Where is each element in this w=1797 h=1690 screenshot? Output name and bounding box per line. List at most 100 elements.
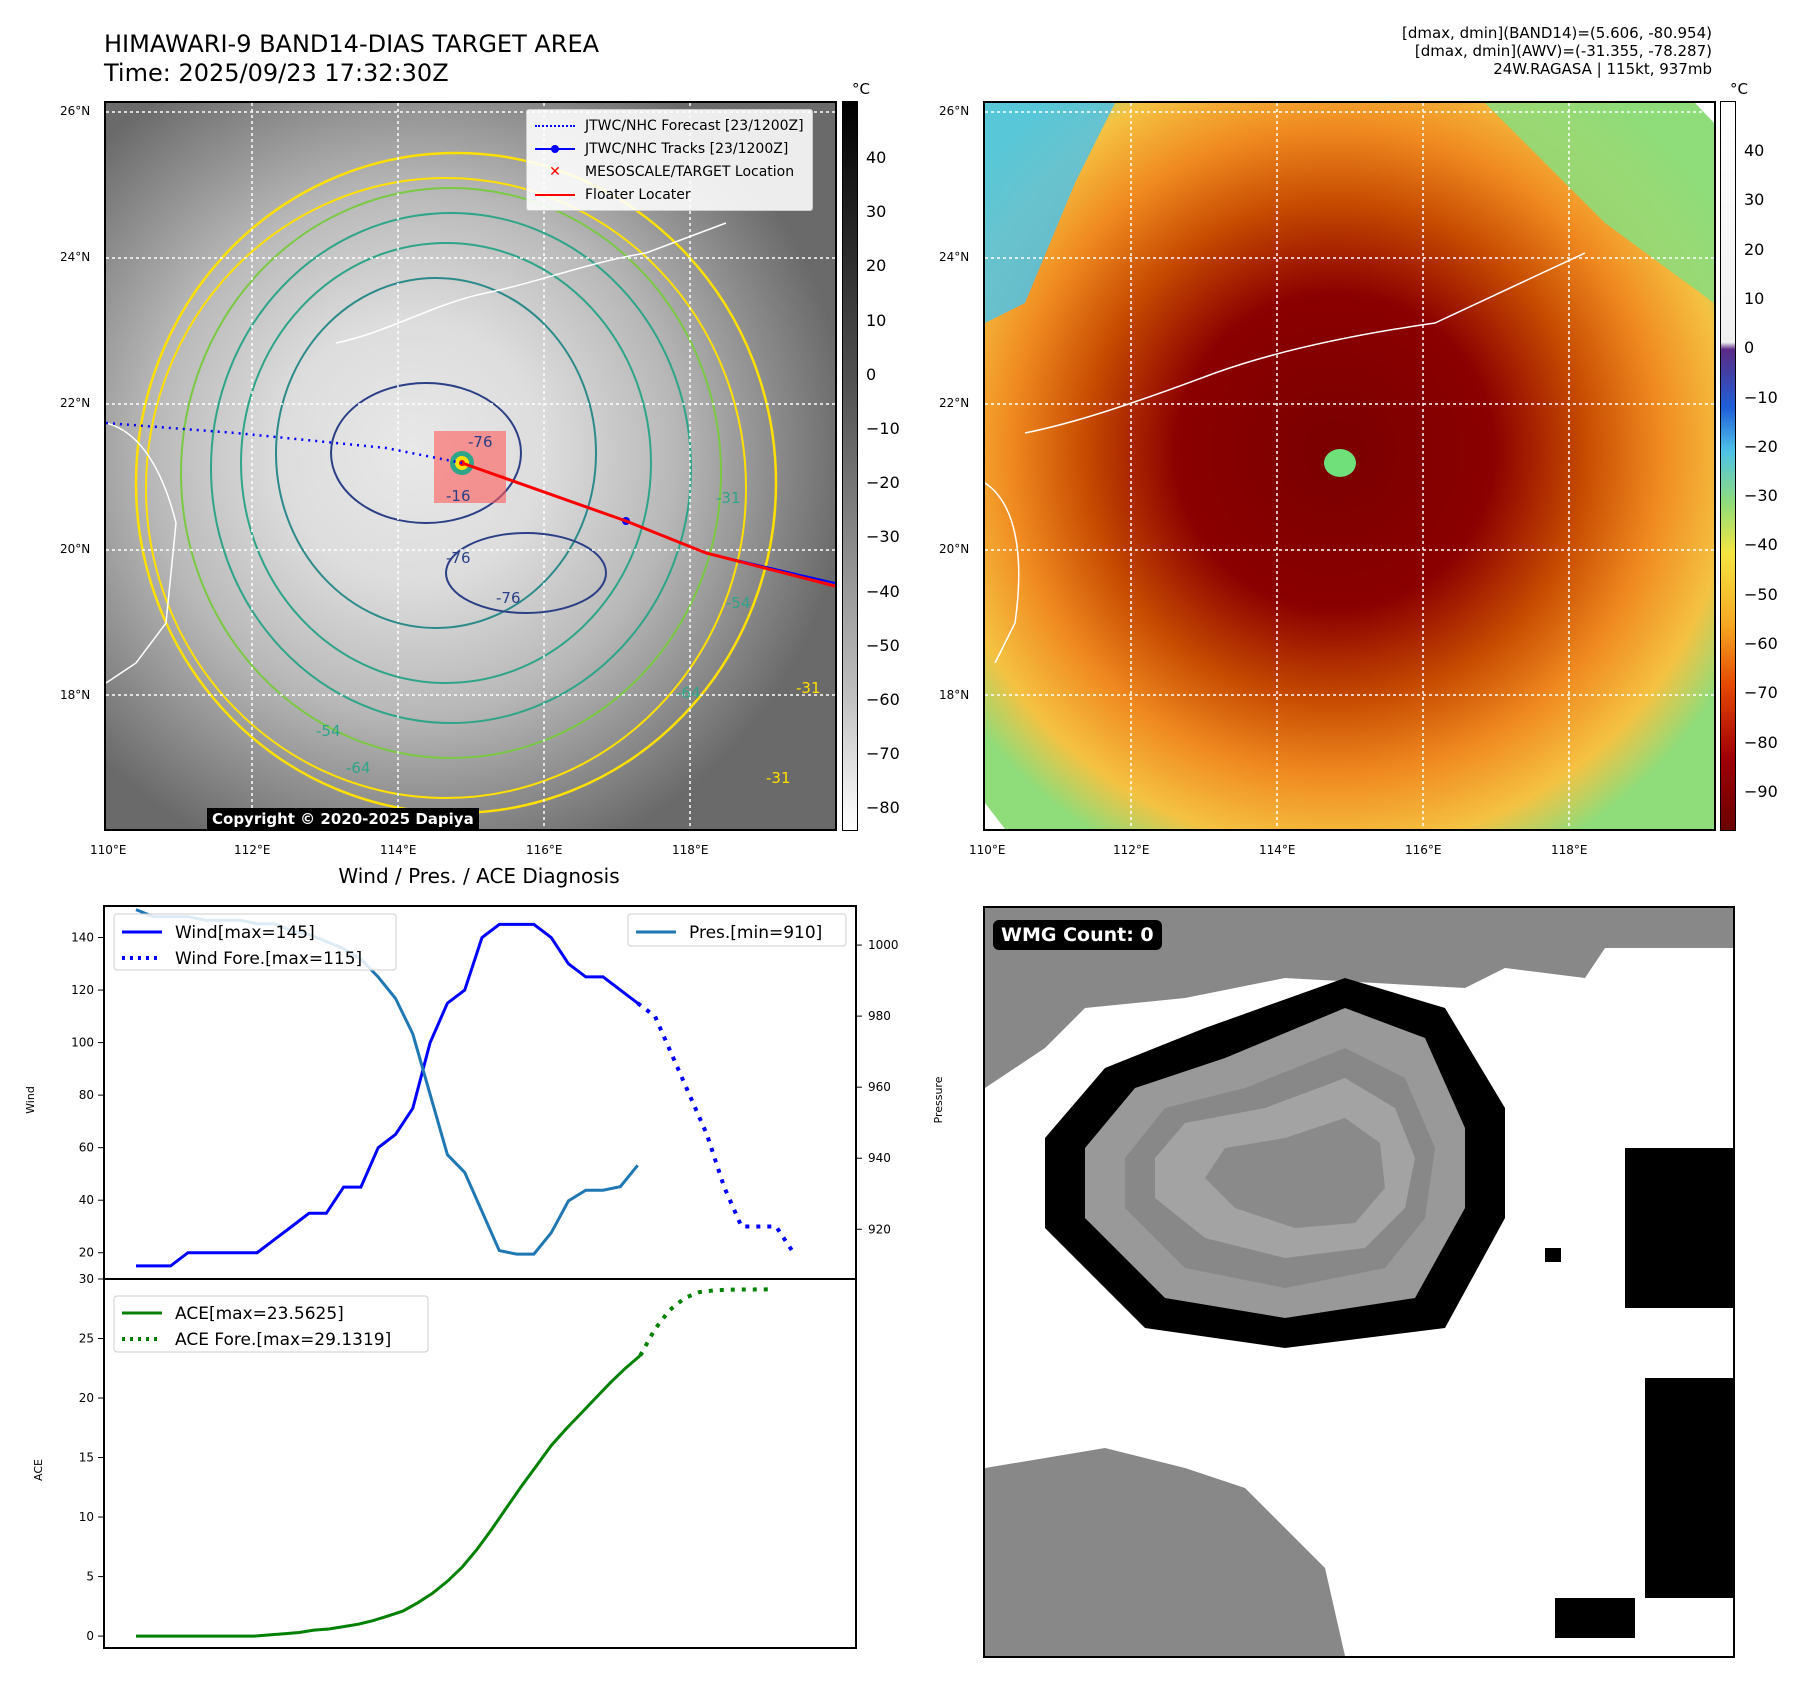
pressure-legend-label: Pres.[min=910] (689, 923, 822, 943)
wind-tick-label: 80 (79, 1088, 94, 1102)
legend-item-floater: Floater Locater (535, 183, 804, 206)
ace-tick-label: 20 (79, 1391, 94, 1405)
colorbar-tick-label: −10 (866, 419, 900, 438)
lat-label: 22°N (60, 396, 91, 410)
colorbar-tick-label: −20 (866, 473, 900, 493)
lon-label: 118°E (1551, 843, 1588, 857)
contour-label: -16 (446, 487, 471, 505)
ace-legend-label: ACE[max=23.5625] (175, 1304, 344, 1324)
title-line-1: HIMAWARI-9 BAND14-DIAS TARGET AREA (104, 30, 600, 58)
marker-line-swatch (535, 144, 575, 153)
colorbar-tick-label: −50 (1744, 584, 1778, 604)
colorbar-tick-label: 30 (866, 202, 887, 222)
wind-forecast-line (636, 1001, 796, 1254)
legend-label: Floater Locater (585, 186, 691, 203)
contour-label: -54 (726, 594, 751, 612)
contour-label: -76 (446, 549, 471, 567)
ace-fore-legend-label: ACE Fore.[max=29.1319] (175, 1330, 391, 1350)
ir-map-image: -76 -16 -76 -76 -31 -54 -64 -54 -64 -31 … (106, 103, 835, 829)
stats-line-2: [dmax, dmin](AWV)=(-31.355, -78.287) (1414, 42, 1712, 60)
colorbar-tick-label: 40 (866, 148, 887, 167)
colorbar-tick-label: −30 (866, 527, 900, 547)
legend-item-target: ✕ MESOSCALE/TARGET Location (535, 160, 804, 183)
lat-label: 22°N (939, 396, 970, 410)
lon-label: 114°E (1259, 843, 1296, 857)
wind-legend: Wind[max=145] Wind Fore.[max=115] (113, 913, 397, 971)
wind-legend-label: Wind[max=145] (175, 923, 315, 943)
colorbar-tick-label: −40 (866, 581, 900, 601)
colorbar-tick-label: −10 (1744, 387, 1778, 407)
colorbar-tick-label: −60 (1744, 634, 1778, 653)
ace-forecast-line (638, 1287, 774, 1357)
pressure-tick-label: 1000 (868, 938, 899, 952)
wind-tick-label: 140 (71, 931, 94, 945)
pressure-tick-label: 940 (868, 1151, 891, 1165)
colorbar-tick-label: −40 (1744, 535, 1778, 555)
diagnosis-title: Wind / Pres. / ACE Diagnosis (338, 864, 620, 888)
legend-item-forecast: JTWC/NHC Forecast [23/1200Z] (535, 114, 804, 137)
legend-label: MESOSCALE/TARGET Location (585, 163, 795, 180)
ace-tick-label: 0 (86, 1629, 94, 1643)
colorbar1-unit: °C (852, 80, 870, 98)
colorbar-tick-label: −90 (1744, 781, 1778, 801)
wind-tick-label: 100 (71, 1036, 94, 1050)
map-legend: JTWC/NHC Forecast [23/1200Z] JTWC/NHC Tr… (526, 109, 813, 211)
wind-tick-label: 20 (79, 1246, 94, 1260)
ace-series-line (136, 1354, 642, 1638)
colorbar-tick-label: −60 (866, 690, 900, 709)
ace-axes (103, 1278, 857, 1649)
wind-series-line (136, 922, 639, 1268)
pressure-legend: Pres.[min=910] (627, 913, 847, 947)
title-line-2: Time: 2025/09/23 17:32:30Z (104, 59, 449, 87)
copyright-label: Copyright © 2020-2025 Dapiya (207, 808, 479, 829)
colorbar-tick-label: −20 (1744, 436, 1778, 456)
colorbar-tick-label: 0 (1744, 338, 1755, 358)
lon-label: 114°E (380, 843, 417, 857)
colorbar-tick-label: −80 (866, 798, 900, 818)
contour-label: -64 (676, 684, 701, 702)
lon-label: 118°E (672, 843, 709, 857)
lat-label: 18°N (60, 688, 91, 702)
wind-fore-legend-label: Wind Fore.[max=115] (175, 949, 362, 969)
stats-block: [dmax, dmin](BAND14)=(5.606, -80.954) [d… (1402, 24, 1712, 78)
lat-label: 26°N (939, 104, 970, 118)
colorbar-tick-label: 40 (1744, 141, 1765, 160)
color-map-panel (983, 101, 1716, 831)
legend-label: JTWC/NHC Tracks [23/1200Z] (585, 140, 789, 157)
wind-tick-label: 60 (79, 1141, 94, 1155)
ace-tick-label: 30 (79, 1272, 94, 1286)
colorbar-tick-label: −70 (1744, 683, 1778, 703)
colorbar-tick-label: −70 (866, 744, 900, 764)
contour-label: -31 (796, 679, 821, 697)
wmg-panel (983, 906, 1735, 1658)
pressure-tick-label: 980 (868, 1009, 891, 1023)
lat-label: 26°N (60, 104, 91, 118)
ir-map-panel: -76 -16 -76 -76 -31 -54 -64 -54 -64 -31 … (104, 101, 837, 831)
stats-line-1: [dmax, dmin](BAND14)=(5.606, -80.954) (1401, 24, 1712, 42)
pressure-tick-label: 960 (868, 1080, 891, 1094)
colorbar-tick-label: −30 (1744, 486, 1778, 506)
colorbar2-unit: °C (1730, 80, 1748, 98)
pressure-tick-label: 920 (868, 1222, 891, 1236)
colorbar2-scale (1720, 101, 1736, 831)
stats-line-3: 24W.RAGASA | 115kt, 937mb (1493, 60, 1712, 78)
legend-item-tracks: JTWC/NHC Tracks [23/1200Z] (535, 137, 804, 160)
wind-tick-label: 120 (71, 983, 94, 997)
ace-tick-label: 5 (86, 1570, 94, 1584)
map-title: HIMAWARI-9 BAND14-DIAS TARGET AREA Time:… (104, 30, 599, 88)
colorbar-tick-label: 30 (1744, 190, 1765, 210)
wind-axis-label: Wind (24, 1086, 37, 1114)
contour-label: -54 (316, 722, 341, 740)
ace-legend: ACE[max=23.5625] ACE Fore.[max=29.1319] (113, 1295, 429, 1353)
contour-label: -64 (346, 759, 371, 777)
solid-line-swatch (535, 193, 575, 196)
lat-label: 20°N (939, 542, 970, 556)
lon-label: 112°E (1113, 843, 1150, 857)
contour-label: -31 (716, 489, 741, 507)
contour-label: -31 (766, 769, 791, 787)
colorbar-tick-label: 10 (866, 310, 887, 330)
lat-label: 18°N (939, 688, 970, 702)
colorbar1-scale (842, 101, 858, 831)
wmg-image (985, 908, 1733, 1656)
